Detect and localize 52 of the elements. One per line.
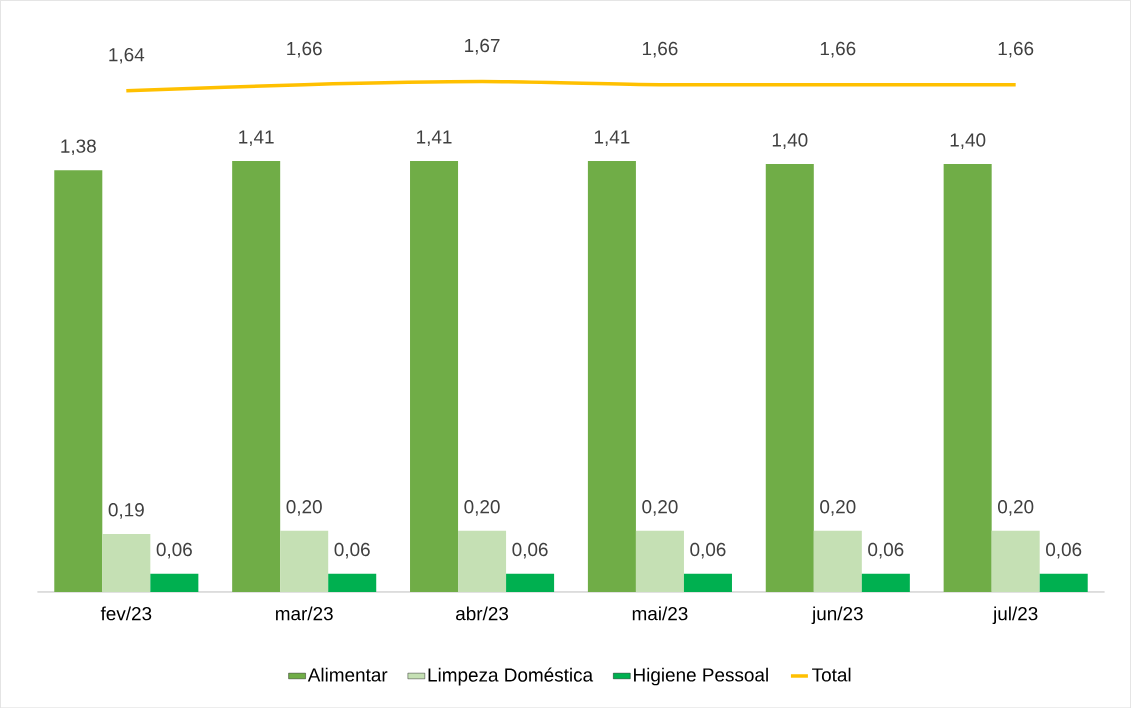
- bar: [861, 573, 910, 592]
- legend-label: Total: [812, 667, 851, 682]
- legend-label: Higiene Pessoal: [634, 667, 768, 686]
- data-label: 0,06: [156, 542, 192, 559]
- x-tick-label: jun/23: [811, 606, 863, 624]
- x-tick-label: jul/23: [992, 606, 1038, 624]
- data-label: 1,41: [239, 130, 274, 146]
- bar: [150, 573, 199, 592]
- x-tick-label: mar/23: [276, 606, 333, 621]
- bar: [232, 160, 281, 592]
- legend-label: Alimentar: [307, 667, 388, 682]
- bar: [102, 533, 151, 592]
- bar: [458, 530, 507, 592]
- data-label: 0,06: [512, 542, 548, 559]
- bar: [991, 530, 1040, 592]
- bar: [765, 163, 814, 592]
- data-label: 0,20: [642, 499, 678, 516]
- bar: [1039, 573, 1088, 592]
- data-label: 0,20: [286, 499, 322, 516]
- bar: [54, 170, 103, 592]
- data-label: 0,06: [690, 542, 726, 559]
- bar: [410, 160, 459, 592]
- data-label: 1,41: [417, 130, 452, 146]
- x-tick-label: mai/23: [632, 606, 688, 621]
- bar: [280, 530, 329, 592]
- data-label: 1,66: [998, 41, 1034, 58]
- data-label: 0,20: [464, 499, 500, 516]
- data-label: 1,38: [61, 139, 96, 155]
- data-label: 0,19: [108, 502, 144, 519]
- legend-label: Limpeza Doméstica: [428, 667, 594, 686]
- data-label: 0,06: [868, 542, 904, 559]
- data-label: 0,20: [998, 499, 1034, 516]
- data-label: 1,40: [772, 133, 808, 149]
- data-label: 0,20: [820, 499, 856, 516]
- bar: [943, 163, 992, 592]
- data-label: 0,06: [334, 542, 370, 559]
- bar: [587, 160, 636, 592]
- bar: [328, 573, 377, 592]
- bar: [813, 530, 862, 592]
- data-label: 1,64: [109, 47, 145, 64]
- x-tick-label: fev/23: [100, 606, 152, 621]
- data-label: 1,66: [820, 41, 856, 58]
- x-tick-label: abr/23: [456, 606, 509, 621]
- bar: [506, 573, 555, 592]
- data-label: 1,66: [642, 41, 678, 58]
- bar: [635, 530, 684, 592]
- data-label: 1,41: [594, 130, 630, 146]
- data-label: 1,66: [287, 41, 322, 58]
- bar: [683, 573, 732, 592]
- data-label: 1,40: [950, 133, 986, 149]
- data-label: 0,06: [1046, 542, 1082, 559]
- data-label: 1,67: [465, 38, 500, 55]
